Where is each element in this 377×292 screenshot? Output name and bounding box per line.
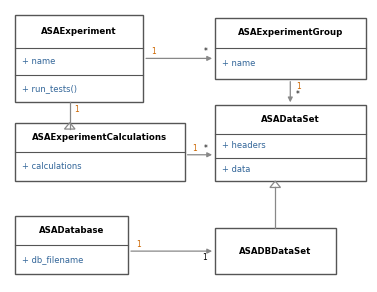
Text: ASADBDataSet: ASADBDataSet <box>239 247 311 256</box>
Text: 1: 1 <box>202 253 207 262</box>
Text: + headers: + headers <box>222 141 265 150</box>
Text: + run_tests(): + run_tests() <box>22 84 77 93</box>
Text: + name: + name <box>22 57 55 66</box>
Text: 1: 1 <box>74 105 79 114</box>
Bar <box>215 105 366 181</box>
Text: *: * <box>296 90 300 99</box>
Text: ASAExperimentGroup: ASAExperimentGroup <box>238 28 343 37</box>
Text: + db_filename: + db_filename <box>22 256 83 264</box>
Text: *: * <box>204 144 207 153</box>
Bar <box>15 216 128 274</box>
Bar <box>15 15 143 102</box>
Text: ASAExperimentCalculations: ASAExperimentCalculations <box>32 133 167 142</box>
Bar <box>215 18 366 79</box>
Text: ASAExperiment: ASAExperiment <box>41 27 117 36</box>
Text: ASADatabase: ASADatabase <box>39 226 104 235</box>
Text: 1: 1 <box>192 144 197 153</box>
Text: *: * <box>204 48 207 56</box>
Text: ASADataSet: ASADataSet <box>261 115 320 124</box>
Bar <box>15 123 185 181</box>
Text: 1: 1 <box>136 240 141 249</box>
Text: 1: 1 <box>296 82 301 91</box>
Bar <box>215 228 336 274</box>
Text: + data: + data <box>222 165 250 174</box>
Text: + name: + name <box>222 59 255 68</box>
Text: 1: 1 <box>151 48 156 56</box>
Text: + calculations: + calculations <box>22 162 81 171</box>
